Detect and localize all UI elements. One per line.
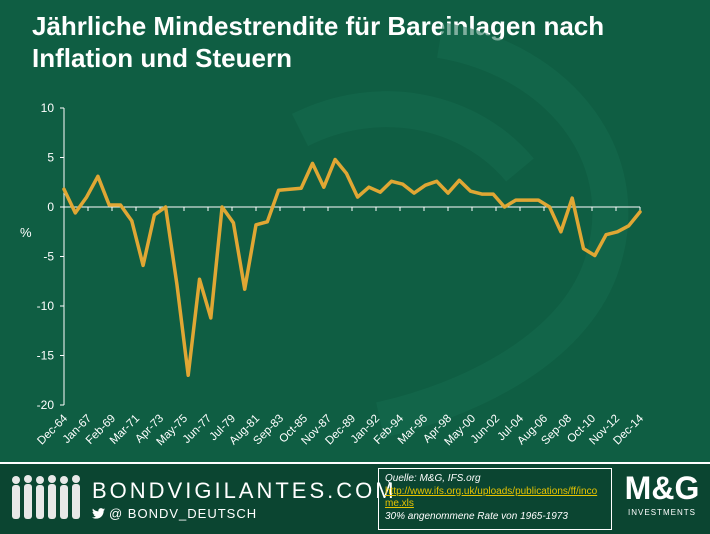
twitter-handle-text: @ BONDV_DEUTSCH [109,506,258,521]
data-point [333,157,337,161]
data-point [254,223,258,227]
data-point [344,171,348,175]
data-point [604,233,608,237]
source-label: Quelle: M&G, IFS.org [385,473,481,484]
data-point [627,224,631,228]
y-tick-label: 0 [47,200,54,214]
data-point [367,185,371,189]
data-point [469,189,473,193]
data-point [491,192,495,196]
data-point [401,182,405,186]
line-chart: 1050-5-10-15-20Dec-64Jan-67Feb-69Mar-71A… [20,22,647,449]
chart-axes [63,108,640,405]
data-point [638,210,642,214]
data-point [220,205,224,209]
data-point [265,220,269,224]
y-tick-label: -20 [37,398,55,412]
chart-title: Jährliche Mindestrendite für Bareinlagen… [32,11,605,73]
data-point [186,373,190,377]
chart-ticks: 1050-5-10-15-20Dec-64Jan-67Feb-69Mar-71A… [35,101,646,448]
data-point [378,190,382,194]
data-point [322,185,326,189]
data-point [480,192,484,196]
data-point [118,203,122,207]
twitter-handle[interactable]: @ BONDV_DEUTSCH [92,506,257,521]
data-point [310,161,314,165]
data-point [96,174,100,178]
data-point [164,205,168,209]
data-point [277,188,281,192]
data-point [615,230,619,234]
data-point [593,254,597,258]
data-point [582,247,586,251]
y-tick-label: 10 [41,101,55,115]
footer: BONDVIGILANTES.COM @ BONDV_DEUTSCH Quell… [0,462,710,534]
background-watermark [291,22,629,438]
data-point [198,277,202,281]
logo-main: M&G [624,470,700,506]
data-point [548,205,552,209]
mg-logo: M&G INVESTMENTS [620,468,704,530]
data-point [559,230,563,234]
data-point [536,198,540,202]
y-axis-label: % [20,225,32,240]
y-tick-label: -10 [37,299,55,313]
data-point [457,178,461,182]
data-point [85,195,89,199]
data-point [152,213,156,217]
data-point [435,179,439,183]
chart-series [62,157,642,378]
y-tick-label: -15 [37,349,55,363]
data-point [299,186,303,190]
data-point [412,191,416,195]
brand-name: BONDVIGILANTES.COM [92,478,397,503]
data-point [390,179,394,183]
data-point [175,282,179,286]
data-point [107,203,111,207]
series-line [62,157,642,378]
data-point [231,221,235,225]
data-point [243,287,247,291]
data-point [62,187,66,191]
data-point [288,187,292,191]
data-point [141,263,145,267]
source-link[interactable]: http://www.ifs.org.uk/uploads/publicatio… [385,485,598,510]
data-point [356,195,360,199]
y-tick-label: -5 [43,250,54,264]
data-point [423,183,427,187]
y-tick-label: 5 [47,151,54,165]
data-point [130,219,134,223]
data-point [514,198,518,202]
twitter-bird-icon [92,508,105,519]
people-silhouettes-icon [12,475,80,519]
data-point [446,191,450,195]
data-point [570,196,574,200]
data-point [525,198,529,202]
data-point [209,316,213,320]
data-point [73,211,77,215]
source-box: Quelle: M&G, IFS.org http://www.ifs.org.… [378,468,612,530]
data-point [502,205,506,209]
logo-sub: INVESTMENTS [628,508,696,517]
source-note: 30% angenommene Rate von 1965-1973 [385,510,568,522]
